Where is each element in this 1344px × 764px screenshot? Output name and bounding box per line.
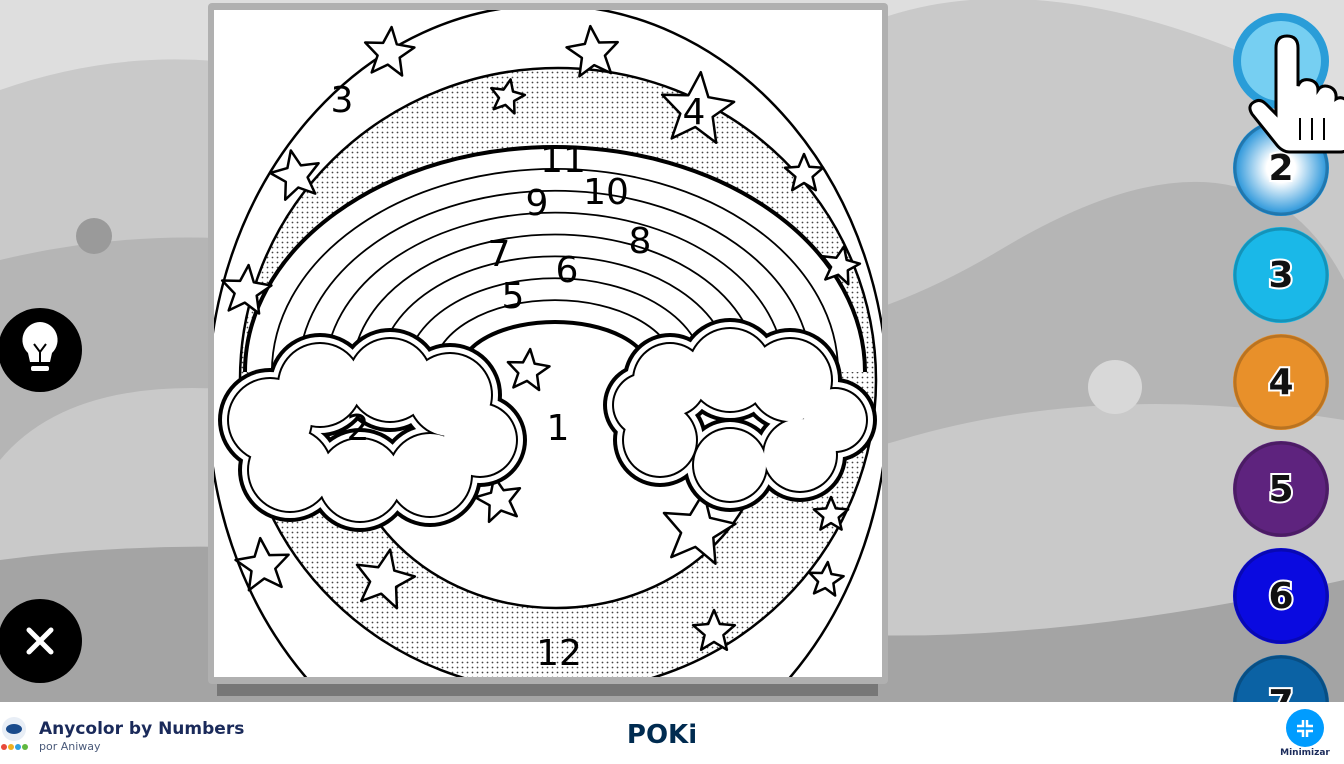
star (355, 548, 417, 610)
rainbow-arc (378, 255, 732, 373)
palette-number: 5 (1268, 469, 1293, 510)
game-title[interactable]: Anycolor by Numbers (39, 719, 244, 739)
frame-shadow (217, 684, 878, 696)
star (821, 245, 862, 286)
rainbow-arc (405, 277, 705, 373)
cloud-puff (764, 419, 836, 491)
palette-number: 3 (1268, 255, 1293, 296)
star (490, 78, 527, 115)
cloud-puff (319, 439, 401, 521)
star (220, 263, 273, 315)
cloud-puff (694, 429, 766, 501)
region-number: 9 (526, 183, 549, 224)
rainbow-arc (324, 211, 786, 373)
game-icon (1, 717, 28, 750)
minimize-button[interactable] (1286, 709, 1324, 747)
footer (0, 702, 1344, 764)
palette-swatch (1233, 334, 1329, 430)
palette-rim (1233, 334, 1329, 430)
region-number: 2 (347, 408, 370, 449)
region-number: 12 (536, 633, 582, 674)
region-number: 8 (629, 221, 652, 262)
minimize-label[interactable]: Minimizar (1280, 748, 1330, 758)
game-author[interactable]: por Aniway (39, 740, 101, 753)
star (808, 560, 845, 597)
cloud-puff (749, 339, 831, 421)
rainbow-arc (270, 167, 840, 373)
cloud-puff (614, 374, 676, 436)
palette-swatch (1233, 441, 1329, 537)
region-number: 10 (583, 172, 629, 213)
palette-number: 2 (1268, 148, 1293, 189)
palette-rim (1233, 227, 1329, 323)
region-number: 4 (683, 92, 706, 133)
star (506, 347, 551, 392)
star (662, 491, 737, 565)
star (268, 149, 320, 201)
palette-number: 6 (1268, 576, 1293, 617)
palette-number: 4 (1268, 362, 1293, 403)
bubble (1088, 360, 1142, 414)
rainbow-arc (243, 145, 867, 373)
rainbow-arc (351, 233, 759, 373)
cloud (218, 328, 527, 532)
rainbow-arc (297, 189, 813, 373)
cloud-puff (249, 429, 331, 511)
palette-rim (1233, 441, 1329, 537)
close-button[interactable] (0, 599, 82, 683)
bubble (76, 218, 112, 254)
star (565, 24, 619, 78)
region-number: 7 (488, 234, 511, 275)
hint-button[interactable] (0, 308, 82, 392)
star (473, 475, 522, 524)
palette-button[interactable]: 4 (1233, 334, 1329, 430)
star (660, 70, 736, 145)
palette-button[interactable]: 3 (1233, 227, 1329, 323)
star (363, 25, 416, 77)
star (234, 536, 290, 592)
cloud-puff (279, 344, 361, 426)
region-number: 11 (540, 140, 586, 181)
cursor-hand (1248, 34, 1344, 154)
poki-logo[interactable]: POKi (627, 720, 697, 750)
palette-swatch (1233, 227, 1329, 323)
palette-button[interactable]: 6 (1233, 548, 1329, 644)
star (783, 152, 825, 192)
star (691, 608, 737, 652)
region-number: 1 (547, 408, 570, 449)
region-number: 5 (502, 276, 525, 317)
palette-button[interactable]: 5 (1233, 441, 1329, 537)
region-number: 3 (331, 80, 354, 121)
palette-swatch (1233, 548, 1329, 644)
cloud-puff (389, 434, 471, 516)
star (812, 495, 850, 531)
cloud (603, 318, 877, 512)
region-number: 6 (556, 250, 579, 291)
palette-rim (1233, 548, 1329, 644)
